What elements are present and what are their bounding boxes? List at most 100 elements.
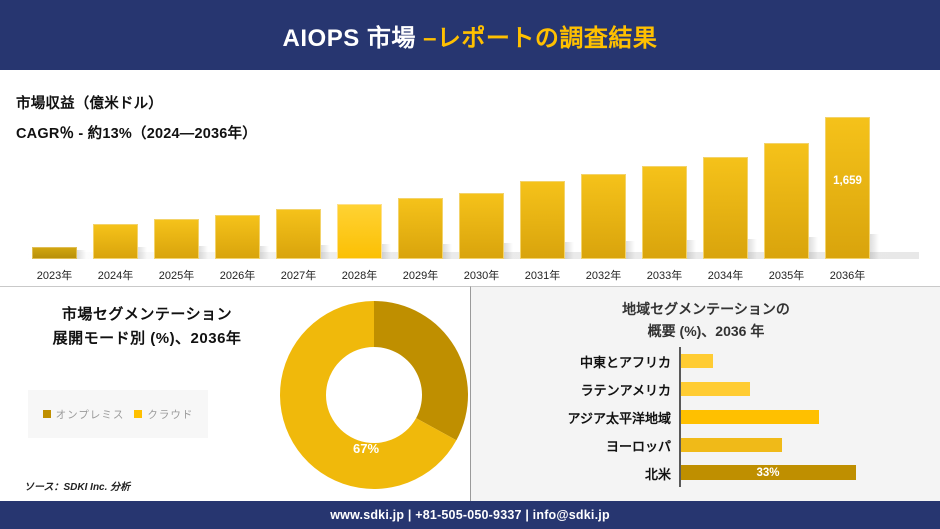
region-bar-row: 中東とアフリカ xyxy=(471,347,940,375)
revenue-bar[interactable] xyxy=(215,215,260,259)
revenue-bar[interactable] xyxy=(154,219,199,259)
revenue-bar[interactable] xyxy=(459,193,504,259)
donut-svg xyxy=(280,301,468,489)
revenue-bar-plot: 1,659 xyxy=(817,109,879,259)
revenue-bar-shadow xyxy=(623,241,635,259)
revenue-bar[interactable] xyxy=(93,224,138,259)
revenue-bar-year-label: 2029年 xyxy=(402,270,439,282)
revenue-bar-column: 2025年 xyxy=(146,90,208,285)
region-bar-label: ヨーロッパ xyxy=(605,438,671,454)
region-bar[interactable] xyxy=(681,438,782,452)
region-bar[interactable] xyxy=(681,382,750,396)
revenue-bar-year-label: 2028年 xyxy=(341,270,378,282)
revenue-bar-plot xyxy=(634,109,696,259)
region-panel: 地域セグメンテーションの 概要 (%)、2036 年 中東とアフリカ ラテンアメリ… xyxy=(470,286,940,501)
region-bars: 中東とアフリカ ラテンアメリカアジア太平洋地域ヨーロッパ北米 33% xyxy=(471,347,940,497)
segmentation-title: 市場セグメンテーション 展開モード別 (%)、2036年 xyxy=(22,303,272,351)
segmentation-title-line2: 展開モード別 (%)、2036年 xyxy=(52,330,242,347)
revenue-bar[interactable] xyxy=(764,143,809,259)
revenue-bar-plot xyxy=(207,109,269,259)
region-bar-label: 中東とアフリカ xyxy=(579,354,671,370)
region-bar-label: 北米 xyxy=(644,466,671,482)
revenue-bar-year-label: 2030年 xyxy=(463,270,500,282)
revenue-bar-plot xyxy=(573,109,635,259)
revenue-bar-column: 2030年 xyxy=(451,90,513,285)
legend-label-cloud: クラウド xyxy=(147,408,194,421)
revenue-bar-year-label: 2023年 xyxy=(36,270,73,282)
legend-label-on-premise: オンプレミス xyxy=(55,408,125,421)
donut-slice[interactable] xyxy=(374,301,468,441)
revenue-bar[interactable] xyxy=(32,247,77,259)
revenue-bar-column: 1,659 2036年 xyxy=(817,90,879,285)
revenue-bar-plot xyxy=(146,109,208,259)
region-bar-row: アジア太平洋地域 xyxy=(471,403,940,431)
region-bar[interactable] xyxy=(681,465,856,480)
region-title-line2: 概要 (%)、2036 年 xyxy=(647,322,765,339)
region-title-line1: 地域セグメンテーションの xyxy=(622,301,790,317)
revenue-bar-shadow xyxy=(562,242,574,259)
revenue-axis-title: 市場収益（億米ドル） xyxy=(16,96,163,112)
revenue-bar-plot xyxy=(756,109,818,259)
legend-item-cloud[interactable]: クラウド xyxy=(134,407,193,422)
revenue-bar-value-label: 1,659 xyxy=(833,175,862,187)
revenue-bar-shadow xyxy=(745,239,757,259)
revenue-bar-shadow xyxy=(257,246,269,259)
revenue-bar[interactable] xyxy=(642,166,687,259)
bottom-panels: 市場セグメンテーション 展開モード別 (%)、2036年 オンプレミス クラウド… xyxy=(0,286,940,501)
revenue-bar[interactable] xyxy=(398,198,443,259)
revenue-bar-shadow xyxy=(74,250,86,259)
page-title-secondary: –レポートの調査結果 xyxy=(423,24,658,52)
segmentation-title-line1: 市場セグメンテーション xyxy=(61,306,233,323)
revenue-bar[interactable] xyxy=(337,204,382,259)
revenue-bar-column: 2027年 xyxy=(268,90,330,285)
revenue-cagr-subtitle: CAGR％ - 約13%（2024―2036年） xyxy=(16,126,257,142)
region-bar[interactable] xyxy=(681,410,819,424)
donut-legend: オンプレミス クラウド xyxy=(28,390,208,438)
revenue-bar-plot xyxy=(85,109,147,259)
revenue-bar-plot xyxy=(390,109,452,259)
page-title: AIOPS 市場 –レポートの調査結果 xyxy=(283,18,658,53)
region-bar[interactable] xyxy=(681,354,713,368)
donut-slice[interactable] xyxy=(280,301,457,489)
revenue-bar-shadow xyxy=(379,244,391,259)
revenue-bar-column: 142 2023年 xyxy=(24,90,86,285)
revenue-bar-year-label: 2032年 xyxy=(585,270,622,282)
revenue-bar-year-label: 2025年 xyxy=(158,270,195,282)
revenue-bar-column: 2026年 xyxy=(207,90,269,285)
revenue-bar[interactable] xyxy=(703,157,748,259)
region-bar-row: ヨーロッパ xyxy=(471,431,940,459)
revenue-bar-shadow xyxy=(684,240,696,259)
revenue-bar-plot xyxy=(695,109,757,259)
region-bar-row: 北米 33% xyxy=(471,459,940,487)
revenue-bar[interactable] xyxy=(825,117,870,259)
segmentation-panel: 市場セグメンテーション 展開モード別 (%)、2036年 オンプレミス クラウド… xyxy=(0,286,470,501)
region-bar-row: ラテンアメリカ xyxy=(471,375,940,403)
page-title-primary: AIOPS 市場 xyxy=(282,24,424,52)
revenue-bar-column: 2032年 xyxy=(573,90,635,285)
legend-item-on-premise[interactable]: オンプレミス xyxy=(42,407,125,422)
revenue-bar-shadow xyxy=(196,246,208,259)
revenue-bar-plot: 142 xyxy=(24,109,86,259)
revenue-bar-year-label: 2024年 xyxy=(97,270,134,282)
revenue-bar-plot xyxy=(329,109,391,259)
revenue-bars: 142 2023年 2024年 2025年 2026年 2027年 2028年 2029年 20… xyxy=(24,90,919,285)
revenue-bar-column: 2031年 xyxy=(512,90,574,285)
legend-swatch-on-premise xyxy=(42,410,51,418)
revenue-bar-value-label: 142 xyxy=(44,237,65,249)
revenue-chart-panel: 市場収益（億米ドル） CAGR％ - 約13%（2024―2036年） 142 2… xyxy=(0,70,940,285)
revenue-bar-column: 2028年 xyxy=(329,90,391,285)
revenue-bar-year-label: 2027年 xyxy=(280,270,317,282)
revenue-bar-year-label: 2035年 xyxy=(768,270,805,282)
region-bar-value-label: 33% xyxy=(756,467,780,479)
footer-banner: www.sdki.jp | +81-505-050-9337 | info@sd… xyxy=(0,501,940,529)
revenue-bar[interactable] xyxy=(276,209,321,259)
revenue-bar-shadow xyxy=(501,243,513,259)
revenue-bar-shadow xyxy=(806,237,818,259)
region-bar-label: ラテンアメリカ xyxy=(580,382,671,398)
revenue-bar[interactable] xyxy=(520,181,565,259)
revenue-bar[interactable] xyxy=(581,174,626,259)
footer-contact-text[interactable]: www.sdki.jp | +81-505-050-9337 | info@sd… xyxy=(330,508,610,522)
revenue-bar-shadow xyxy=(440,244,452,259)
source-note: ソース：SDKI Inc. 分析 xyxy=(24,482,131,493)
revenue-bar-shadow xyxy=(318,245,330,259)
